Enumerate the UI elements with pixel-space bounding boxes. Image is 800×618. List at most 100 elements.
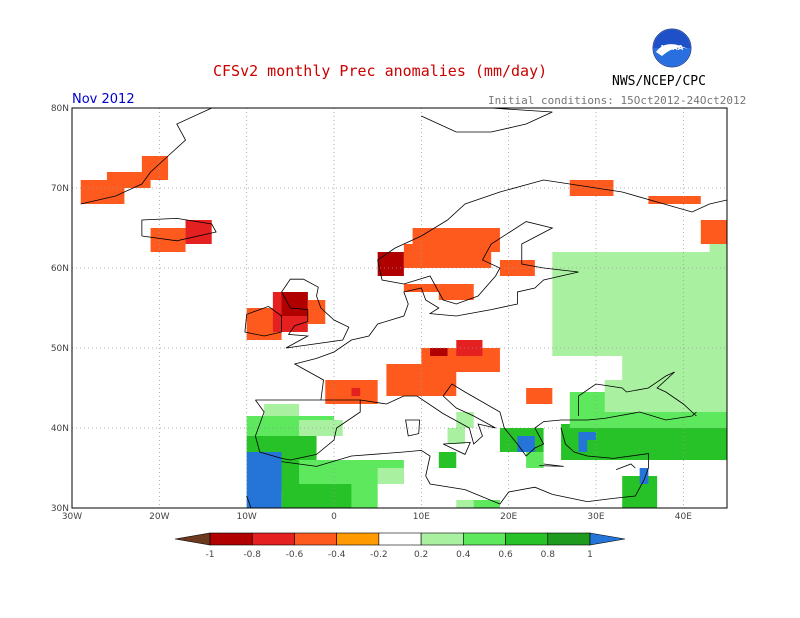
- lon-tick-label: 10W: [236, 512, 256, 522]
- coastlines: [80, 108, 727, 508]
- anomaly-cell: [447, 428, 465, 444]
- lon-tick-label: 30E: [587, 512, 604, 522]
- agency-label: NWS/NCEP/CPC: [612, 74, 706, 89]
- legend-swatch: [547, 532, 591, 546]
- map-frame: [71, 107, 728, 509]
- coastline: [442, 441, 471, 455]
- anomaly-cell: [246, 436, 317, 452]
- coastline: [281, 449, 588, 505]
- legend-label: -1: [206, 550, 215, 560]
- anomaly-cell: [683, 444, 727, 460]
- coastline: [539, 463, 564, 467]
- lon-tick-label: 0: [331, 512, 337, 522]
- legend-swatch: [505, 532, 549, 546]
- coastline: [244, 305, 283, 337]
- anomaly-cell: [552, 252, 727, 356]
- anomaly-cell: [639, 468, 649, 484]
- anomaly-cell: [456, 340, 483, 356]
- legend-swatch: [420, 532, 464, 546]
- coastline: [281, 278, 350, 349]
- legend-swatch: [336, 532, 380, 546]
- coastline: [80, 108, 212, 205]
- anomaly-cell: [438, 452, 457, 468]
- noaa-logo-icon: NOAA: [652, 28, 692, 68]
- page-title: CFSv2 monthly Prec anomalies (mm/day): [213, 62, 548, 80]
- anomaly-cell: [499, 260, 535, 276]
- legend-label: 0.8: [541, 550, 556, 560]
- anomaly-cells: [80, 156, 727, 508]
- lon-tick-labels: 30W 20W 10W 0 10E 20E 30E 40E: [62, 512, 692, 522]
- anomaly-cell: [578, 432, 596, 440]
- legend-label: 0.2: [414, 550, 428, 560]
- anomaly-cell: [438, 284, 474, 300]
- legend-label: -0.4: [328, 550, 346, 560]
- lon-tick-label: 30W: [62, 512, 82, 522]
- coastline: [360, 383, 697, 457]
- anomaly-cell: [648, 196, 701, 204]
- anomaly-cell: [377, 468, 404, 484]
- anomaly-cell: [526, 388, 553, 404]
- legend-label: -0.2: [370, 550, 388, 560]
- anomaly-cell: [264, 404, 300, 416]
- coastline: [615, 463, 636, 470]
- forecast-month: Nov 2012: [72, 92, 135, 107]
- lat-tick-label: 40N: [51, 424, 69, 434]
- legend-swatch: [294, 532, 337, 546]
- legend-label: 1: [587, 550, 593, 560]
- legend-label: -0.6: [286, 550, 304, 560]
- anomaly-cell: [700, 220, 727, 244]
- legend-label: 0.6: [498, 550, 513, 560]
- anomaly-cell: [430, 348, 448, 356]
- lon-tick-label: 20W: [149, 512, 169, 522]
- anomaly-cell: [351, 388, 361, 396]
- coastline: [254, 399, 361, 461]
- lat-tick-label: 80N: [51, 104, 69, 114]
- legend-swatch: [209, 532, 253, 546]
- anomaly-cell: [246, 468, 286, 492]
- gridlines: [72, 108, 727, 508]
- anomaly-cell: [281, 292, 308, 316]
- legend-label: -0.8: [243, 550, 261, 560]
- lat-tick-label: 60N: [51, 264, 69, 274]
- anomaly-cell: [307, 300, 326, 324]
- legend-arrow-low: [174, 532, 211, 546]
- legend-swatch: [463, 532, 506, 546]
- anomaly-cell: [246, 492, 282, 508]
- lat-tick-label: 30N: [51, 504, 69, 514]
- anomaly-cell: [569, 180, 614, 196]
- legend-arrow-high: [589, 532, 626, 546]
- coastline: [421, 108, 553, 133]
- svg-text:NOAA: NOAA: [661, 44, 684, 52]
- coastline: [246, 495, 252, 508]
- lat-tick-label: 50N: [51, 344, 69, 354]
- initial-conditions: Initial conditions: 15Oct2012-24Oct2012: [488, 94, 747, 107]
- anomaly-cell: [473, 500, 500, 508]
- anomaly-cell: [578, 436, 588, 452]
- legend-swatch: [378, 532, 422, 546]
- coastline: [405, 419, 421, 437]
- lon-tick-label: 10E: [413, 512, 430, 522]
- anomaly-cell: [517, 436, 535, 452]
- coastline: [726, 403, 727, 405]
- anomaly-cell: [377, 252, 404, 276]
- lat-tick-label: 70N: [51, 184, 69, 194]
- anomaly-cell: [456, 412, 474, 428]
- coastline: [560, 427, 649, 502]
- anomaly-cell: [185, 220, 212, 244]
- anomaly-cell: [412, 228, 500, 252]
- anomaly-cell: [106, 172, 151, 188]
- coastline: [293, 179, 727, 401]
- lon-tick-label: 20E: [500, 512, 517, 522]
- legend-swatch: [251, 532, 295, 546]
- legend-label: 0.4: [456, 550, 471, 560]
- color-legend: -1 -0.8 -0.6 -0.4 -0.2 0.2 0.4 0.6 0.8 1: [174, 532, 626, 560]
- coastline: [578, 371, 697, 417]
- lon-tick-label: 40E: [675, 512, 692, 522]
- anomaly-cell: [709, 236, 727, 276]
- coastline: [141, 217, 217, 242]
- anomaly-cell: [526, 452, 544, 468]
- coastline: [726, 179, 727, 180]
- lat-tick-labels: 30N 40N 50N 60N 70N 80N: [51, 104, 69, 514]
- anomaly-cell: [351, 484, 378, 508]
